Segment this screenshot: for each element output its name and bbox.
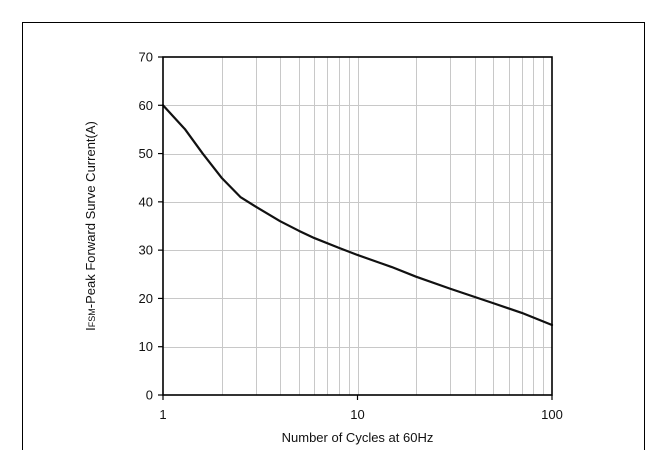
series-line [161, 104, 554, 327]
y-tick-label: 30 [139, 243, 153, 258]
axis-ticks: 0 10 20 30 40 50 60 70 1 10 100 [139, 50, 563, 423]
grid [163, 57, 552, 395]
x-tick-label: 100 [541, 407, 563, 422]
y-tick-label: 10 [139, 339, 153, 354]
y-tick-label: 20 [139, 291, 153, 306]
y-axis-title: IFSM-Peak Forward Surve Current(A) [83, 121, 98, 331]
x-axis-title: Number of Cycles at 60Hz [282, 430, 434, 445]
y-tick-label: 0 [146, 388, 153, 403]
y-axis-title-sub: FSM [87, 308, 97, 327]
x-tick-label: 10 [350, 407, 364, 422]
y-axis-title-main: I [83, 327, 98, 331]
y-tick-label: 40 [139, 194, 153, 209]
x-tick-label: 1 [159, 407, 166, 422]
outer-border [22, 22, 645, 450]
y-tick-label: 70 [139, 50, 153, 65]
y-tick-label: 50 [139, 146, 153, 161]
y-axis-title-rest: -Peak Forward Surve Current(A) [83, 121, 98, 308]
y-tick-label: 60 [139, 98, 153, 113]
